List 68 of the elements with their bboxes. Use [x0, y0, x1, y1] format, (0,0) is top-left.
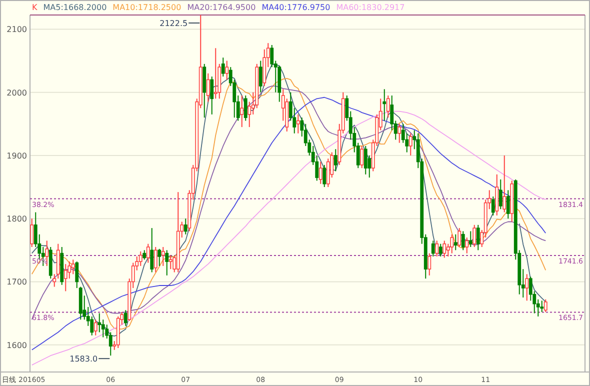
- text: MA10:1718.2500: [112, 3, 182, 12]
- text: MA5:1668.2000: [43, 3, 107, 12]
- candlestick: [364, 145, 368, 175]
- candlestick: [64, 264, 68, 292]
- text: MA60:1830.2917: [336, 3, 405, 12]
- candlestick: [240, 94, 244, 128]
- y-tick-label: 1800: [6, 214, 27, 224]
- candlestick: [165, 250, 169, 276]
- candlestick: [225, 60, 229, 80]
- candlestick: [498, 178, 502, 210]
- candlestick: [210, 76, 214, 115]
- candlestick: [244, 94, 248, 122]
- candlestick: [544, 298, 548, 313]
- candlestick: [461, 230, 465, 251]
- candlestick: [296, 114, 300, 134]
- text: MA40:1776.9750: [262, 3, 330, 12]
- candlestick: [454, 234, 458, 251]
- candlestick: [30, 218, 34, 248]
- candlestick: [168, 254, 172, 270]
- candlestick: [435, 240, 439, 257]
- candlestick: [334, 148, 338, 172]
- candlestick: [146, 243, 150, 264]
- candlestick: [495, 174, 499, 216]
- candlestick: [138, 250, 142, 266]
- candlestick: [318, 161, 322, 184]
- candlestick: [458, 228, 462, 248]
- candlestick: [161, 246, 165, 266]
- candlestick: [450, 234, 454, 254]
- candlestick: [476, 224, 480, 251]
- candlestick: [506, 190, 510, 220]
- candlestick: [150, 228, 154, 273]
- candlestick: [71, 259, 75, 275]
- candlestick: [431, 240, 435, 257]
- text: MA20:1764.9500: [187, 3, 256, 12]
- candlestick: [468, 230, 472, 248]
- candlestick: [502, 154, 506, 213]
- y-tick-label: 1900: [6, 151, 27, 160]
- candlestick: [124, 310, 128, 326]
- candlestick: [258, 60, 262, 93]
- candlestick: [465, 237, 469, 254]
- y-tick-label: 1600: [6, 340, 27, 350]
- candlestick: [472, 224, 476, 248]
- candlestick: [386, 94, 390, 118]
- y-tick-label: 2000: [6, 88, 27, 98]
- candlestick: [214, 48, 218, 100]
- candlestick: [158, 248, 162, 266]
- candlestick: [142, 250, 146, 260]
- candlestick: [525, 274, 529, 302]
- candlestick: [408, 132, 412, 156]
- annotation: 1583.0: [70, 354, 98, 364]
- text: K: [32, 3, 38, 12]
- candlestick: [94, 319, 98, 336]
- y-tick-label: 1700: [6, 278, 27, 287]
- candlestick: [322, 164, 326, 188]
- candlestick: [154, 246, 158, 273]
- candlestick: [221, 57, 225, 78]
- candlestick: [398, 123, 402, 144]
- candlestick: [360, 145, 364, 169]
- candlestick: [442, 240, 446, 258]
- candlestick: [428, 252, 432, 276]
- candlestick: [491, 196, 495, 216]
- candlestick: [438, 243, 442, 257]
- candlestick: [206, 72, 210, 102]
- annotation: 2122.5: [160, 19, 188, 28]
- y-tick-label: 2100: [6, 25, 27, 34]
- candlestick: [382, 88, 386, 122]
- candlestick: [184, 218, 188, 235]
- candlestick: [540, 300, 544, 313]
